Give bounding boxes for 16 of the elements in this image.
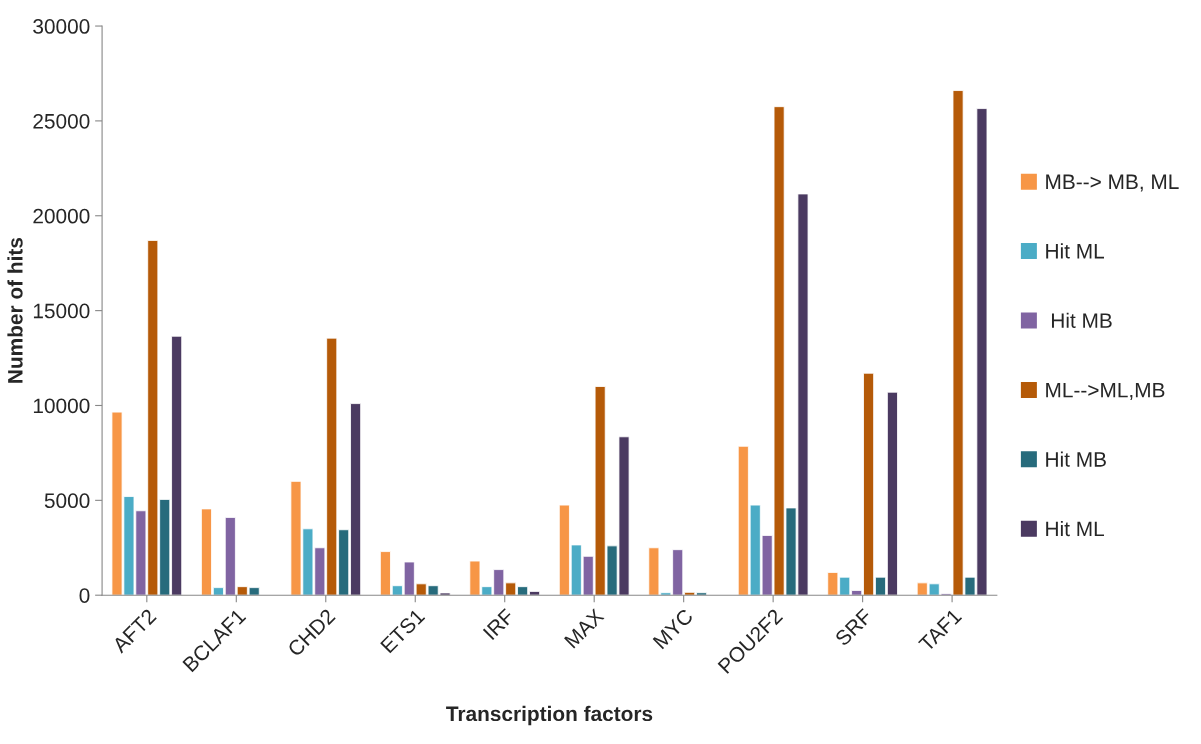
legend-label: ML-->ML,MB: [1046, 382, 1165, 400]
legend-label: MB--> MB, ML: [1046, 174, 1179, 192]
legend-label: Hit MB: [1052, 312, 1112, 328]
y-tick-label: 5000: [44, 493, 90, 509]
legend-label: Hit ML: [1046, 243, 1104, 259]
legend-label: Hit ML: [1046, 520, 1104, 537]
y-tick-label: 15000: [33, 303, 90, 319]
y-axis-title: Number of hits: [7, 237, 23, 383]
y-tick-label: 0: [79, 588, 90, 603]
y-tick-label: 20000: [33, 208, 90, 224]
y-tick-label: 30000: [33, 19, 90, 34]
x-tick-label: IRF: [482, 608, 515, 641]
x-axis-title: Transcription factors: [446, 705, 653, 726]
legend-label: Hit MB: [1046, 451, 1106, 467]
y-tick-label: 25000: [33, 113, 90, 129]
y-tick-label: 10000: [33, 398, 90, 414]
